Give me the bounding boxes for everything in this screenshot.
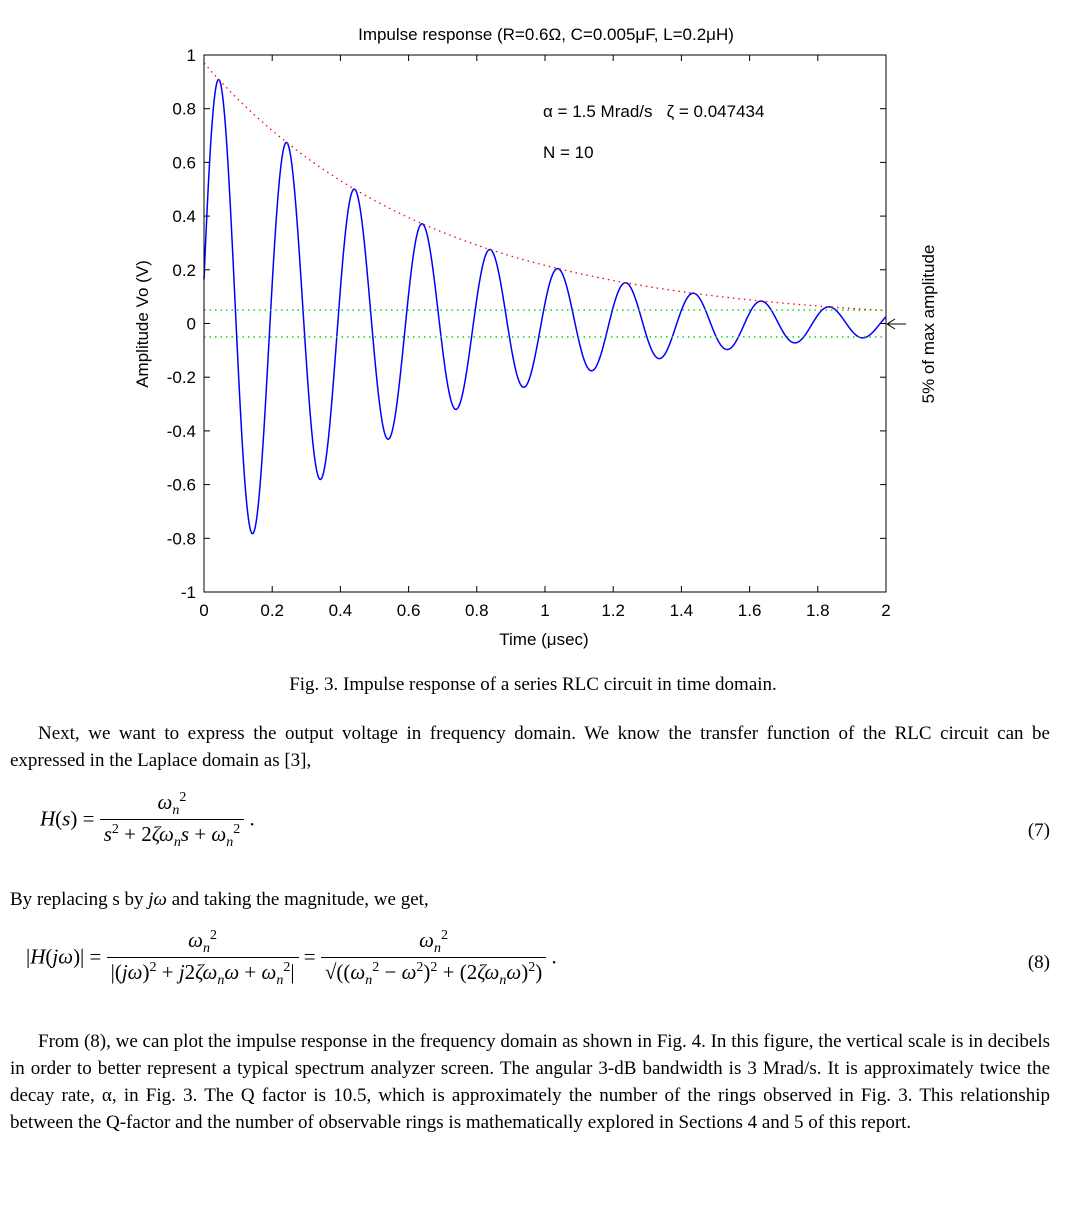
para2-after: and taking the magnitude, we get, (166, 889, 429, 910)
y-tick-label: -0.6 (167, 476, 196, 495)
y-axis-label: Amplitude Vo (V) (133, 260, 152, 388)
y-tick-label: 0.8 (172, 100, 196, 119)
response-curve (203, 78, 887, 535)
x-tick-label: 1.4 (670, 601, 694, 620)
x-tick-label: 0.6 (397, 601, 421, 620)
plot-marks (203, 62, 887, 535)
y-tick-label: 0.6 (172, 153, 196, 172)
x-tick-label: 0.8 (465, 601, 489, 620)
chart-title: Impulse response (R=0.6Ω, C=0.005μF, L=0… (358, 25, 734, 44)
y-tick-label: 0.2 (172, 261, 196, 280)
y-tick-label: -0.2 (167, 368, 196, 387)
y-tick-label: -0.8 (167, 529, 196, 548)
x-tick-label: 0 (199, 601, 208, 620)
x-axis-label: Time (μsec) (499, 630, 588, 649)
x-axis-ticks: 0 0.2 0.4 0.6 0.8 1 1.2 1.4 1.6 1.8 2 (199, 55, 891, 620)
decay-envelope (203, 62, 887, 312)
equation-8: |H(jω)| = ωn2 |(jω)2 + j2ζωnω + ωn2| = ω… (26, 928, 557, 989)
x-tick-label: 1.2 (601, 601, 625, 620)
x-tick-label: 2 (881, 601, 890, 620)
para2-before: By replacing s by (10, 889, 149, 910)
equation-8-number: (8) (1027, 952, 1050, 973)
para2-math: jω (148, 889, 167, 910)
equation-7-number: (7) (1027, 820, 1050, 841)
threshold-side-label: 5% of max amplitude (919, 245, 938, 404)
paragraph-frequency-domain: From (8), we can plot the impulse respon… (10, 1031, 1050, 1133)
plot-frame (203, 54, 887, 593)
threshold-arrow-head (886, 318, 896, 330)
x-tick-label: 1.6 (738, 601, 762, 620)
y-axis-ticks: 1 0.8 0.6 0.4 0.2 0 -0.2 -0.4 -0.6 -0.8 -1 (167, 46, 886, 602)
x-tick-label: 1.8 (806, 601, 830, 620)
x-tick-label: 0.4 (329, 601, 353, 620)
paragraph-substitution: By replacing s by jω and taking the magn… (10, 886, 1050, 913)
y-tick-label: -1 (181, 583, 196, 602)
x-tick-label: 1 (540, 601, 549, 620)
figure-caption: Fig. 3. Impulse response of a series RLC… (289, 674, 777, 695)
annotation-alpha-zeta: α = 1.5 Mrad/s ζ = 0.047434 (543, 102, 764, 121)
impulse-response-chart: Impulse response (R=0.6Ω, C=0.005μF, L=0… (133, 25, 938, 649)
y-tick-label: 0.4 (172, 207, 196, 226)
paragraph-transfer-function-intro: Next, we want to express the output volt… (10, 723, 1050, 771)
y-tick-label: 1 (187, 46, 196, 65)
y-tick-label: 0 (187, 315, 196, 334)
equation-7: H(s) = ωn2 s2 + 2ζωns + ωn2 . (40, 790, 255, 851)
x-tick-label: 0.2 (260, 601, 284, 620)
annotation-ring-count: N = 10 (543, 143, 594, 162)
y-tick-label: -0.4 (167, 422, 196, 441)
